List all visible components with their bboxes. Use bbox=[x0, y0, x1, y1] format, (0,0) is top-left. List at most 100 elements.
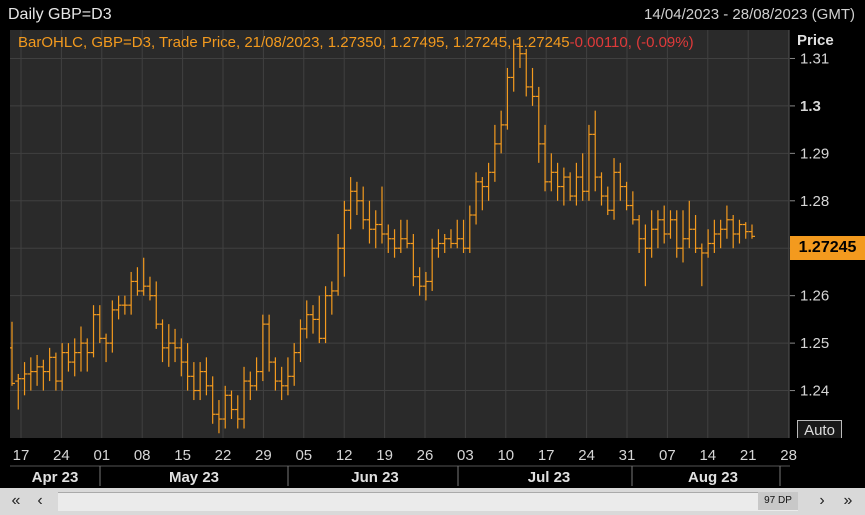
ohlc-bar bbox=[372, 210, 379, 249]
ohlc-bar bbox=[316, 295, 323, 344]
ohlc-bar bbox=[435, 229, 442, 258]
x-tick-label: 31 bbox=[619, 447, 636, 464]
x-tick-label: 26 bbox=[417, 447, 434, 464]
ohlc-bar bbox=[90, 305, 97, 358]
ohlc-bar bbox=[328, 281, 335, 315]
x-tick-label: 29 bbox=[255, 447, 272, 464]
scroll-right-button[interactable]: › bbox=[819, 492, 825, 509]
ohlc-bar bbox=[623, 181, 630, 211]
x-tick-label: 24 bbox=[53, 447, 70, 464]
ohlc-bar bbox=[379, 186, 385, 244]
ohlc-bar bbox=[686, 200, 693, 249]
scroll-start-button[interactable]: « bbox=[11, 492, 21, 509]
ohlc-bar bbox=[535, 86, 542, 163]
ohlc-bar bbox=[15, 373, 22, 410]
ohlc-bar bbox=[96, 305, 103, 344]
plot-area[interactable] bbox=[9, 30, 790, 438]
ohlc-bar bbox=[611, 158, 618, 220]
ohlc-bar bbox=[466, 205, 473, 253]
scroll-bar[interactable]: « ‹ 97 DP › » bbox=[0, 488, 865, 515]
ohlc-bar bbox=[473, 172, 480, 225]
ohlc-bar bbox=[140, 257, 147, 296]
ohlc-bar bbox=[34, 354, 41, 386]
scroll-track[interactable] bbox=[58, 492, 798, 511]
ohlc-bar bbox=[617, 162, 624, 201]
ohlc-bar bbox=[65, 343, 72, 372]
ohlc-bar bbox=[21, 362, 28, 396]
ohlc-bar bbox=[504, 67, 511, 130]
ohlc-bar bbox=[454, 219, 461, 249]
scroll-end-button[interactable]: » bbox=[843, 492, 853, 509]
ohlc-bar bbox=[335, 234, 342, 296]
ohlc-bar bbox=[510, 39, 517, 92]
ohlc-bar bbox=[165, 324, 172, 367]
month-label: May 23 bbox=[169, 469, 219, 486]
ohlc-bar bbox=[529, 67, 536, 106]
x-tick-label: 03 bbox=[457, 447, 474, 464]
ohlc-bar bbox=[184, 343, 191, 391]
x-tick-label: 07 bbox=[659, 447, 676, 464]
x-tick-label: 12 bbox=[336, 447, 353, 464]
ohlc-bar bbox=[197, 362, 204, 401]
price-axis[interactable]: 1.241.251.261.271.281.291.31.31 bbox=[790, 30, 865, 438]
ohlc-bar bbox=[115, 295, 122, 320]
ohlc-bar bbox=[542, 124, 549, 192]
month-label: Aug 23 bbox=[688, 469, 738, 486]
ohlc-bar bbox=[460, 219, 467, 253]
ohlc-bar bbox=[9, 321, 15, 386]
x-tick-label: 01 bbox=[93, 447, 110, 464]
ohlc-bar bbox=[190, 362, 197, 401]
ohlc-bar bbox=[303, 300, 310, 339]
ohlc-bar bbox=[253, 357, 260, 391]
x-tick-label: 17 bbox=[13, 447, 30, 464]
ohlc-bar bbox=[222, 385, 229, 429]
ohlc-bar bbox=[705, 229, 712, 258]
date-range: 14/04/2023 - 28/08/2023 (GMT) bbox=[644, 6, 855, 23]
time-axis[interactable]: 17 24 01 08 15 22 29 05 12 19 26 03 10 17 24 31 07 14 21 28… bbox=[0, 438, 865, 488]
ohlc-bar bbox=[310, 305, 317, 334]
ohlc-bar bbox=[604, 186, 611, 216]
ohlc-bar bbox=[247, 371, 254, 401]
ohlc-plot[interactable] bbox=[9, 30, 790, 438]
ohlc-bar bbox=[278, 366, 285, 401]
ohlc-bar bbox=[567, 172, 574, 201]
last-price-marker: 1.27245 bbox=[790, 236, 865, 260]
ohlc-bar bbox=[554, 162, 561, 201]
ohlc-bar bbox=[322, 286, 329, 344]
ohlc-bar bbox=[109, 300, 116, 353]
ohlc-bar bbox=[404, 219, 411, 249]
ohlc-bar bbox=[128, 271, 135, 315]
ohlc-bar bbox=[77, 326, 84, 372]
ohlc-bar bbox=[360, 186, 367, 230]
ohlc-bar bbox=[523, 48, 530, 97]
ohlc-bar bbox=[629, 191, 636, 225]
price-axis-ticks: 1.241.251.261.271.281.291.31.31 bbox=[790, 50, 829, 400]
ohlc-bar bbox=[347, 177, 354, 230]
x-tick-label: 21 bbox=[740, 447, 757, 464]
scroll-thumb[interactable]: 97 DP bbox=[758, 492, 798, 510]
ohlc-bar bbox=[172, 328, 179, 363]
scroll-left-button[interactable]: ‹ bbox=[37, 492, 43, 509]
auto-scale-button[interactable]: Auto bbox=[797, 420, 842, 442]
month-label: Jul 23 bbox=[528, 469, 571, 486]
ohlc-bar bbox=[103, 333, 110, 363]
x-tick-label: 22 bbox=[215, 447, 232, 464]
ohlc-bar bbox=[121, 295, 128, 315]
ohlc-bar bbox=[153, 281, 160, 329]
ohlc-bar bbox=[385, 224, 392, 253]
ohlc-bar bbox=[209, 376, 216, 424]
ohlc-bar bbox=[259, 314, 266, 382]
ohlc-bar bbox=[353, 181, 360, 216]
y-tick-label: 1.28 bbox=[800, 193, 829, 210]
ohlc-bar bbox=[291, 343, 298, 386]
month-label: Jun 23 bbox=[351, 469, 399, 486]
ohlc-bar bbox=[730, 215, 737, 249]
ohlc-bar bbox=[228, 390, 235, 420]
x-tick-label: 05 bbox=[295, 447, 312, 464]
ohlc-bar bbox=[680, 210, 687, 263]
ohlc-bar bbox=[59, 343, 66, 391]
ohlc-bar bbox=[366, 200, 373, 244]
ohlc-bar bbox=[203, 357, 210, 396]
ohlc-bar bbox=[598, 172, 605, 206]
